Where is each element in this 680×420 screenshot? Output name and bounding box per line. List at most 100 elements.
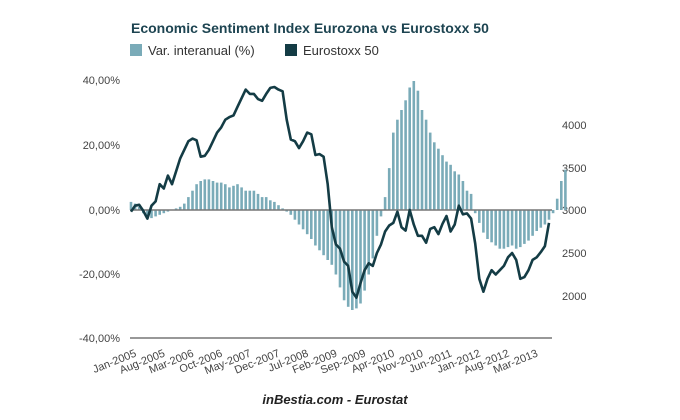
bar [473, 210, 477, 214]
right-tick-label: 3500 [562, 163, 586, 175]
bar [457, 174, 461, 210]
bar [162, 210, 166, 214]
bar [420, 110, 424, 210]
bar [510, 210, 514, 246]
bar [203, 179, 207, 210]
bar [367, 210, 370, 275]
bar [330, 210, 334, 265]
bar [441, 155, 444, 210]
legend-swatch-eurostoxx [285, 44, 297, 56]
bar [252, 190, 256, 210]
bar-series [129, 81, 567, 310]
bar [297, 210, 301, 225]
bar [326, 210, 329, 260]
bar [527, 210, 530, 241]
bar [486, 210, 489, 239]
right-axis: 4000 3500 3000 2500 2000 [562, 120, 586, 303]
bar [560, 181, 563, 210]
bar [146, 210, 149, 217]
left-tick-label: -40,00% [79, 333, 120, 345]
bar [539, 210, 543, 228]
bar [314, 210, 317, 246]
bar [498, 210, 502, 249]
bar [387, 168, 391, 210]
bar [342, 210, 346, 301]
bar [154, 210, 157, 217]
legend-label-eurostoxx: Eurostoxx 50 [303, 43, 379, 58]
bar [490, 210, 493, 243]
bar [195, 184, 198, 210]
bar [564, 169, 567, 210]
bar [514, 210, 518, 249]
bar [232, 185, 235, 210]
left-tick-label: 20,00% [83, 140, 121, 152]
bar [416, 90, 420, 210]
bar [461, 181, 465, 210]
bar [396, 119, 399, 210]
bar [305, 210, 309, 235]
bar [478, 210, 481, 223]
line-series [129, 85, 551, 299]
bar [256, 193, 260, 210]
bar [293, 210, 297, 220]
bar [424, 119, 428, 210]
bar [400, 110, 403, 210]
bar [482, 210, 485, 233]
source-caption: inBestia.com - Eurostat [262, 392, 408, 407]
bar [289, 210, 293, 215]
bar [158, 210, 161, 215]
bar [465, 190, 469, 210]
bar [351, 210, 354, 310]
bar [519, 210, 522, 248]
bar [318, 210, 321, 251]
left-axis: 40,00% 20,00% 0,00% -20,00% -40,00% [79, 75, 120, 345]
bar [273, 201, 276, 210]
bar [437, 148, 440, 210]
left-tick-label: -20,00% [79, 269, 120, 281]
bar [322, 210, 325, 256]
bar [301, 210, 305, 230]
bar [228, 187, 231, 210]
bar [224, 184, 227, 210]
eurostoxx-line [129, 85, 551, 299]
bar [166, 210, 170, 212]
bar [547, 210, 551, 220]
bar [199, 181, 202, 210]
bar [375, 210, 379, 236]
right-tick-label: 3000 [562, 205, 586, 217]
bar [346, 210, 350, 307]
bar [269, 200, 272, 210]
bar [523, 210, 526, 244]
bar [404, 100, 407, 210]
bar [383, 197, 387, 210]
bar [502, 210, 506, 249]
left-tick-label: 40,00% [83, 75, 121, 87]
bar [363, 210, 366, 291]
right-tick-label: 2500 [562, 248, 586, 260]
bar [428, 132, 432, 210]
bar [183, 203, 186, 210]
bar [433, 142, 436, 210]
bar [551, 210, 555, 214]
right-tick-label: 2000 [562, 291, 586, 303]
bar [371, 210, 375, 259]
legend-label-var: Var. interanual (%) [148, 43, 255, 58]
bar [494, 210, 497, 246]
left-tick-label: 0,00% [89, 205, 120, 217]
bar [412, 81, 416, 210]
bar [555, 198, 559, 210]
bar [355, 210, 358, 309]
bar [178, 206, 182, 210]
bar [129, 201, 133, 210]
bar [244, 190, 247, 210]
bar [150, 210, 153, 219]
legend-swatch-var [130, 44, 142, 56]
bar [392, 132, 395, 210]
bar [264, 197, 268, 210]
chart-title: Economic Sentiment Index Eurozona vs Eur… [131, 20, 489, 36]
bar [211, 181, 215, 210]
bar [219, 182, 223, 210]
bar [260, 197, 264, 210]
bar [379, 210, 383, 217]
